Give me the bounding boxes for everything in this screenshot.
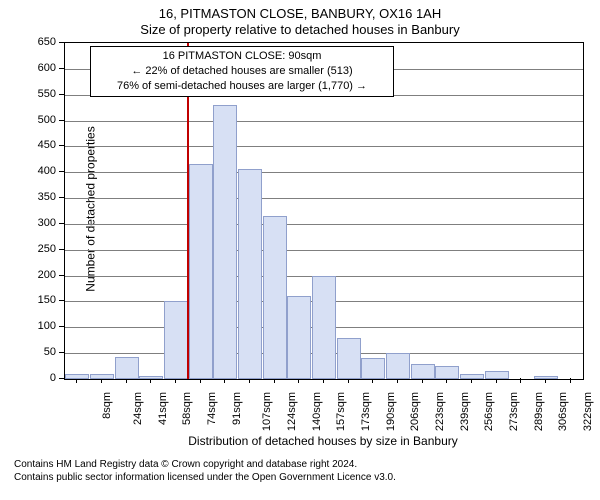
y-axis-label: Number of detached properties [84,126,98,291]
x-tick-label: 124sqm [286,392,298,431]
y-tick [59,145,64,146]
x-axis-label: Distribution of detached houses by size … [64,434,582,448]
x-tick-label: 41sqm [157,392,169,425]
y-tick-label: 50 [34,346,56,358]
histogram-bar [435,366,459,379]
y-tick-label: 600 [34,62,56,74]
x-tick-label: 157sqm [335,392,347,431]
x-tick-label: 322sqm [582,392,594,431]
histogram-bar [90,374,114,379]
x-tick-label: 8sqm [101,392,113,419]
x-tick-label: 140sqm [311,392,323,431]
footer-line-2: Contains public sector information licen… [14,471,396,484]
x-tick [570,378,571,383]
y-tick-label: 100 [34,320,56,332]
gridline [65,121,583,122]
x-tick-label: 58sqm [181,392,193,425]
footer-line-1: Contains HM Land Registry data © Crown c… [14,458,396,471]
y-tick [59,352,64,353]
histogram-bar [361,358,385,379]
histogram-bar [312,276,336,379]
x-tick-label: 206sqm [409,392,421,431]
y-tick [59,197,64,198]
x-tick-label: 173sqm [360,392,372,431]
y-tick [59,171,64,172]
histogram-bar [287,296,311,379]
y-tick-label: 650 [34,36,56,48]
histogram-bar [263,216,287,379]
histogram-bar [238,169,262,379]
x-tick-label: 24sqm [132,392,144,425]
x-tick-label: 306sqm [557,392,569,431]
y-tick [59,378,64,379]
y-tick [59,94,64,95]
histogram-bar [164,301,188,379]
y-tick [59,326,64,327]
y-tick-label: 500 [34,114,56,126]
y-tick [59,275,64,276]
chart-container: 16, PITMASTON CLOSE, BANBURY, OX16 1AH S… [0,0,600,500]
x-tick-label: 91sqm [231,392,243,425]
y-tick-label: 550 [34,88,56,100]
gridline [65,172,583,173]
x-tick-label: 190sqm [385,392,397,431]
info-line-3: 76% of semi-detached houses are larger (… [97,79,387,94]
y-tick [59,68,64,69]
histogram-bar [485,371,509,379]
x-tick-label: 256sqm [483,392,495,431]
x-tick-label: 273sqm [508,392,520,431]
y-tick-label: 150 [34,294,56,306]
y-tick-label: 200 [34,269,56,281]
x-tick-label: 107sqm [261,392,273,431]
y-tick-label: 350 [34,191,56,203]
gridline [65,198,583,199]
gridline [65,250,583,251]
histogram-bar [213,105,237,379]
y-tick [59,42,64,43]
y-tick [59,300,64,301]
histogram-bar [115,357,139,379]
histogram-bar [411,364,435,380]
histogram-bar [337,338,361,379]
histogram-bar [534,376,558,379]
y-tick-label: 450 [34,139,56,151]
y-tick [59,120,64,121]
x-tick-label: 289sqm [533,392,545,431]
histogram-bar [139,376,163,379]
x-tick [520,378,521,383]
y-tick [59,249,64,250]
footer-attribution: Contains HM Land Registry data © Crown c… [14,458,396,484]
histogram-bar [65,374,89,379]
y-tick-label: 250 [34,243,56,255]
x-tick-label: 239sqm [459,392,471,431]
histogram-bar [386,353,410,379]
info-box: 16 PITMASTON CLOSE: 90sqm ← 22% of detac… [90,46,394,97]
y-tick-label: 400 [34,165,56,177]
gridline [65,146,583,147]
y-tick [59,223,64,224]
histogram-bar [189,164,213,379]
chart-title: 16, PITMASTON CLOSE, BANBURY, OX16 1AH [0,0,600,22]
x-tick-label: 74sqm [206,392,218,425]
x-tick-label: 223sqm [434,392,446,431]
info-line-2: ← 22% of detached houses are smaller (51… [97,64,387,79]
histogram-bar [460,374,484,379]
chart-subtitle: Size of property relative to detached ho… [0,22,600,38]
info-line-1: 16 PITMASTON CLOSE: 90sqm [97,49,387,64]
y-tick-label: 0 [34,372,56,384]
y-tick-label: 300 [34,217,56,229]
gridline [65,224,583,225]
